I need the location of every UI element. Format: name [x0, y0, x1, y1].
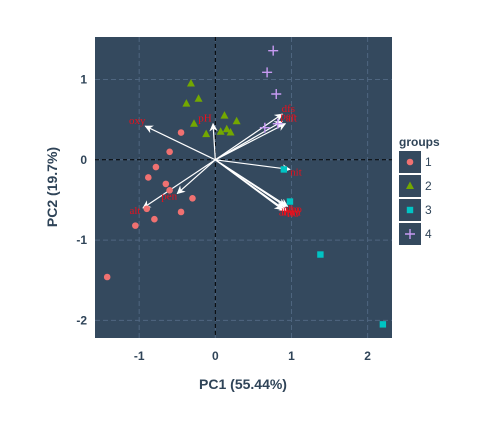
vector-label-dbo: dbo — [285, 203, 302, 215]
vector-label-amm: amm — [279, 207, 301, 219]
point-group-1 — [189, 195, 196, 202]
vector-label-dfs: dfs — [282, 103, 295, 115]
vector-alt — [215, 123, 287, 161]
legend-entry-2: 2 — [399, 175, 432, 197]
vector-pen — [176, 159, 216, 195]
legend-entries: 1 2 3 4 — [399, 151, 432, 245]
point-group-1 — [143, 205, 151, 213]
vector-label-pen: pen — [161, 191, 177, 203]
point-group-2 — [190, 119, 198, 127]
point-group-2 — [222, 124, 231, 133]
point-group-1 — [166, 148, 173, 156]
point-group-1 — [132, 222, 139, 229]
vector-pen — [215, 120, 284, 161]
point-group-2 — [220, 111, 229, 119]
zero-lines — [95, 37, 392, 338]
legend-title: groups — [399, 135, 440, 149]
y-tick-label: -1 — [76, 233, 87, 247]
point-group-2 — [232, 116, 241, 125]
vector-alt — [142, 159, 216, 209]
point-group-4 — [259, 122, 270, 133]
legend: groups 1 2 3 4 — [399, 135, 440, 245]
point-group-2 — [202, 129, 211, 138]
point-group-1 — [151, 215, 158, 223]
point-group-1 — [177, 208, 185, 216]
x-tick-label: 2 — [364, 349, 371, 363]
legend-key-1 — [406, 158, 414, 166]
vector-label-pho: pho — [283, 203, 300, 215]
point-group-1 — [103, 273, 111, 281]
point-group-4 — [272, 118, 283, 129]
point-group-3 — [317, 251, 324, 258]
x-axis-title: PC1 (55.44%) — [199, 376, 287, 392]
legend-label-1: 1 — [425, 155, 432, 169]
point-group-2 — [194, 94, 203, 102]
y-tick-label: 1 — [80, 73, 87, 87]
point-group-2 — [186, 79, 195, 87]
vector-pH — [209, 122, 218, 160]
legend-key-4 — [405, 229, 415, 239]
x-tick-label: -1 — [134, 349, 145, 363]
legend-entry-3: 3 — [399, 199, 432, 221]
legend-label-4: 4 — [425, 227, 432, 241]
point-group-3 — [379, 321, 387, 328]
point-group-2 — [182, 99, 191, 107]
vector-har — [214, 159, 284, 211]
legend-entry-4: 4 — [399, 223, 432, 245]
legend-key-2 — [406, 181, 414, 189]
x-tick-label: 1 — [288, 349, 295, 363]
point-group-2 — [216, 127, 225, 135]
plot-panel — [95, 37, 392, 338]
vector-dbo — [214, 159, 289, 207]
vector-nit — [215, 159, 291, 173]
data-points — [103, 45, 387, 328]
y-axis-title: PC2 (19.7%) — [44, 147, 60, 227]
point-group-3 — [280, 166, 288, 173]
point-group-4 — [262, 67, 273, 78]
point-group-1 — [166, 187, 173, 194]
legend-label-2: 2 — [425, 179, 432, 193]
vector-label-oxy: oxy — [129, 115, 146, 127]
legend-label-3: 3 — [425, 203, 432, 217]
tick-labels: -1 0 1 2 1 0 -1 -2 — [76, 73, 371, 363]
x-tick-label: 0 — [212, 349, 219, 363]
point-group-1 — [145, 174, 152, 181]
vector-label-nit: nit — [290, 166, 302, 178]
vector-label-flo: flo — [287, 208, 300, 220]
point-group-4 — [268, 45, 279, 56]
vector-label-pH: pH — [198, 113, 212, 125]
y-tick-label: 0 — [80, 153, 87, 167]
point-group-1 — [152, 163, 160, 171]
variable-vectors — [142, 113, 291, 212]
vector-label-har: har — [281, 207, 295, 219]
vector-label-alt: alt — [286, 113, 297, 125]
vector-oxy — [144, 125, 216, 161]
legend-key-3 — [406, 206, 414, 214]
point-group-1 — [177, 129, 185, 136]
vector-label-pen: pen — [280, 110, 296, 122]
point-group-2 — [226, 128, 235, 136]
point-group-1 — [162, 180, 170, 188]
vector-label-alt: alt — [129, 205, 140, 217]
point-group-4 — [271, 88, 282, 99]
legend-entry-1: 1 — [399, 151, 432, 173]
y-tick-label: -2 — [76, 313, 87, 327]
point-group-3 — [286, 198, 294, 205]
vector-dfs — [214, 113, 284, 161]
